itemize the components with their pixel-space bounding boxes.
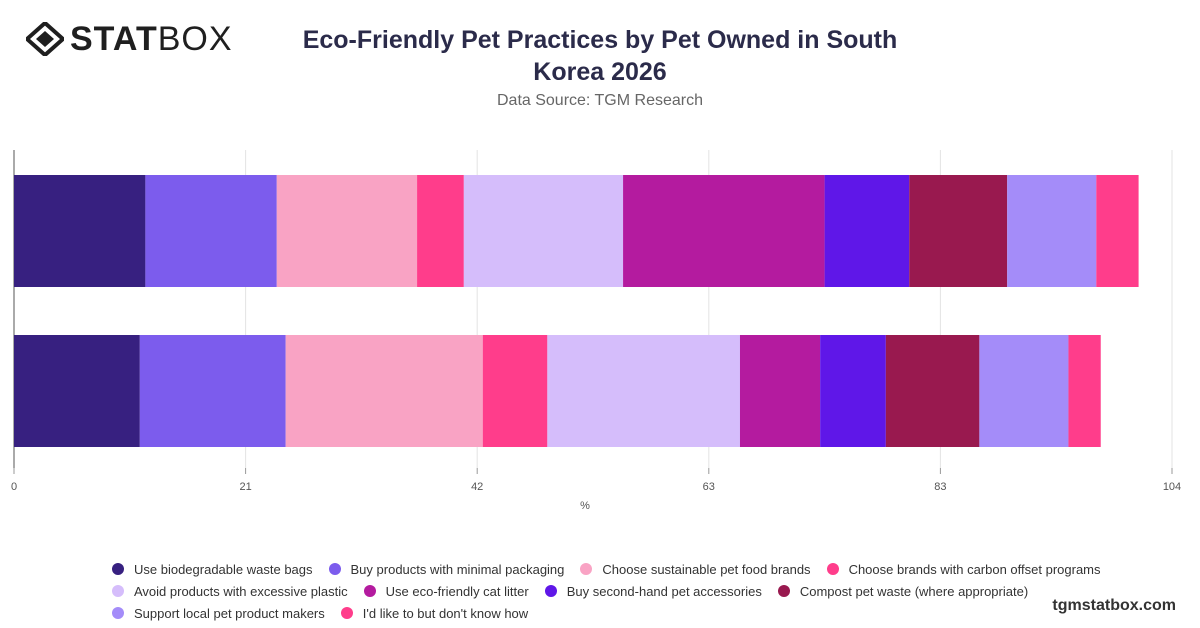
- legend-label: Buy second-hand pet accessories: [566, 583, 762, 599]
- bar-segment: [276, 175, 418, 287]
- bar-segment: [909, 175, 1008, 287]
- bar-segment: [14, 175, 146, 287]
- legend-item[interactable]: Choose sustainable pet food brands: [580, 561, 811, 577]
- legend-swatch: [363, 585, 376, 597]
- legend-swatch: [112, 563, 124, 575]
- bar-segment: [1096, 175, 1139, 287]
- chart-legend: Use biodegradable waste bags Buy products…: [112, 558, 1112, 624]
- bar-segment: [979, 335, 1069, 447]
- bar-segment: [139, 335, 286, 447]
- legend-swatch: [826, 563, 839, 575]
- bar-segment: [482, 335, 548, 447]
- legend-label: Compost pet waste (where appropriate): [799, 583, 1029, 599]
- statbox-logo: STATBOX: [26, 22, 233, 56]
- legend-swatch: [544, 585, 557, 597]
- x-tick-label: 104: [1163, 481, 1181, 493]
- legend-item[interactable]: Support local pet product makers: [112, 606, 325, 621]
- legend-row: Avoid products with excessive plastic Use…: [112, 580, 1112, 602]
- legend-item[interactable]: Compost pet waste (where appropriate): [777, 583, 1029, 599]
- bar-segment: [145, 175, 277, 287]
- legend-swatch: [580, 563, 593, 575]
- bar-segment: [885, 335, 980, 447]
- legend-label: I'd like to but don't know how: [362, 605, 529, 621]
- logo-text-bold: STAT: [70, 20, 158, 58]
- legend-label: Support local pet product makers: [134, 605, 325, 621]
- logo-text-light: BOX: [157, 20, 233, 58]
- legend-swatch: [112, 607, 124, 619]
- x-tick-label: 21: [239, 481, 251, 493]
- bar-segment: [820, 335, 886, 447]
- legend-item[interactable]: Avoid products with excessive plastic: [112, 584, 348, 599]
- bar-segment: [547, 335, 740, 447]
- bar-segment: [463, 175, 624, 287]
- x-tick-label: 42: [471, 481, 483, 493]
- x-tick-label: 83: [934, 481, 946, 493]
- bar-segment: [14, 335, 140, 447]
- legend-item[interactable]: Use biodegradable waste bags: [112, 562, 313, 577]
- legend-item[interactable]: I'd like to but don't know how: [340, 605, 529, 621]
- bar-segment: [417, 175, 464, 287]
- site-url: tgmstatbox.com: [1052, 597, 1176, 614]
- logo-wordmark: STATBOX: [70, 22, 233, 56]
- bar-segment: [623, 175, 825, 287]
- legend-label: Choose brands with carbon offset program…: [848, 561, 1101, 577]
- legend-swatch: [340, 607, 353, 619]
- x-tick-label: 0: [11, 481, 17, 493]
- chart-subtitle: Data Source: TGM Research: [496, 92, 703, 109]
- legend-item[interactable]: Choose brands with carbon offset program…: [826, 561, 1101, 577]
- legend-label: Buy products with minimal packaging: [350, 561, 565, 577]
- legend-label: Choose sustainable pet food brands: [602, 561, 811, 577]
- legend-label: Use eco-friendly cat litter: [385, 583, 529, 599]
- legend-swatch: [328, 563, 341, 575]
- legend-item[interactable]: Buy second-hand pet accessories: [544, 583, 762, 599]
- chart-title: Eco-Friendly Pet Practices by Pet Owned …: [302, 26, 898, 86]
- legend-label: Avoid products with excessive plastic: [134, 583, 348, 599]
- legend-swatch: [777, 585, 790, 597]
- legend-item[interactable]: Use eco-friendly cat litter: [363, 583, 529, 599]
- bar-segment: [285, 335, 483, 447]
- legend-swatch: [112, 585, 124, 597]
- bar-segment: [1068, 335, 1101, 447]
- legend-row: Support local pet product makers I'd like…: [112, 602, 1112, 624]
- x-axis-label: %: [580, 500, 590, 512]
- legend-item[interactable]: Buy products with minimal packaging: [328, 561, 565, 577]
- x-tick-label: 63: [703, 481, 715, 493]
- bar-segment: [824, 175, 910, 287]
- legend-row: Use biodegradable waste bags Buy products…: [112, 558, 1112, 580]
- diamond-logo-icon: [26, 22, 64, 56]
- bar-segment: [1007, 175, 1097, 287]
- legend-label: Use biodegradable waste bags: [134, 561, 313, 577]
- bar-segment: [739, 335, 821, 447]
